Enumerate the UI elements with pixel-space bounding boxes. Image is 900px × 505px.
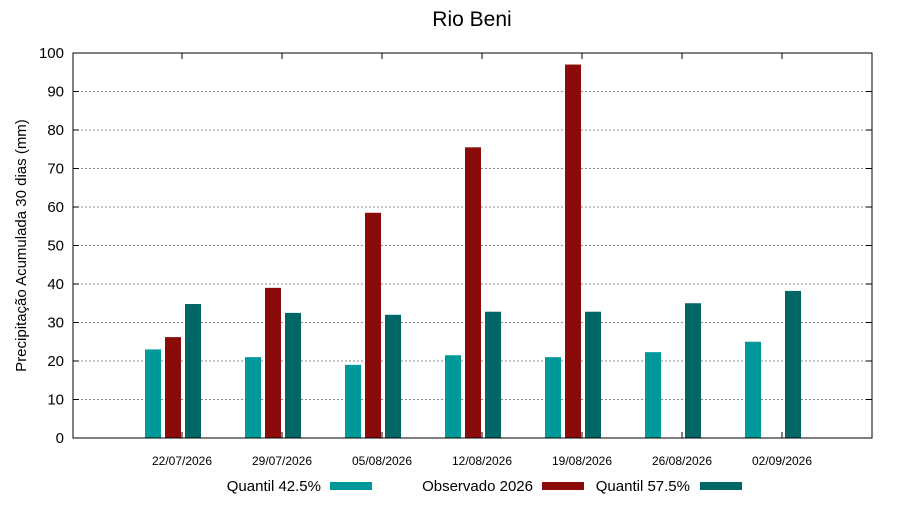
y-tick-label: 50 xyxy=(47,238,64,255)
x-axis-ticks: 22/07/2026 29/07/2026 05/08/2026 12/08/2026… xyxy=(152,53,812,468)
y-axis-label: Precipitação Acumulada 30 dias (mm) xyxy=(13,119,30,372)
bar xyxy=(265,287,281,438)
bar xyxy=(785,290,801,438)
x-tick-label: 12/08/2026 xyxy=(452,454,512,468)
y-tick-label: 100 xyxy=(39,45,64,62)
bar xyxy=(285,312,301,438)
x-tick-label: 05/08/2026 xyxy=(352,454,412,468)
bar xyxy=(485,311,501,438)
legend-swatch xyxy=(330,482,372,490)
y-axis-ticks: 0 10 20 30 40 50 60 70 80 90 100 xyxy=(39,45,872,447)
y-tick-label: 60 xyxy=(47,199,64,216)
y-tick-label: 30 xyxy=(47,315,64,332)
bar xyxy=(445,355,461,438)
y-tick-label: 40 xyxy=(47,276,64,293)
bar xyxy=(585,311,601,438)
bars xyxy=(145,64,801,439)
x-tick-label: 22/07/2026 xyxy=(152,454,212,468)
bar xyxy=(145,349,161,438)
legend-label: Observado 2026 xyxy=(422,478,533,495)
y-tick-label: 0 xyxy=(56,430,64,447)
legend-swatch xyxy=(700,482,742,490)
bar xyxy=(685,303,701,438)
plot-frame xyxy=(72,52,873,439)
y-tick-label: 80 xyxy=(47,122,64,139)
x-tick-label: 19/08/2026 xyxy=(552,454,612,468)
bar xyxy=(385,314,401,438)
bar xyxy=(245,357,261,438)
y-tick-label: 70 xyxy=(47,161,64,178)
bar xyxy=(185,304,201,438)
y-tick-label: 90 xyxy=(47,84,64,101)
chart-title: Rio Beni xyxy=(432,8,511,31)
legend: Quantil 42.5% Observado 2026 Quantil 57.5% xyxy=(227,478,742,495)
y-tick-label: 20 xyxy=(47,353,64,370)
bar xyxy=(545,357,561,438)
legend-swatch xyxy=(542,482,584,490)
bar xyxy=(745,341,761,438)
bar xyxy=(345,364,361,438)
grid-lines xyxy=(73,91,872,400)
bar xyxy=(465,147,481,438)
x-tick-label: 26/08/2026 xyxy=(652,454,712,468)
bar xyxy=(365,212,381,438)
bar xyxy=(165,337,181,438)
legend-label: Quantil 57.5% xyxy=(596,478,690,495)
bar xyxy=(645,352,661,438)
y-tick-label: 10 xyxy=(47,392,64,409)
x-tick-label: 29/07/2026 xyxy=(252,454,312,468)
legend-label: Quantil 42.5% xyxy=(227,478,321,495)
bar xyxy=(565,64,581,439)
x-tick-label: 02/09/2026 xyxy=(752,454,812,468)
